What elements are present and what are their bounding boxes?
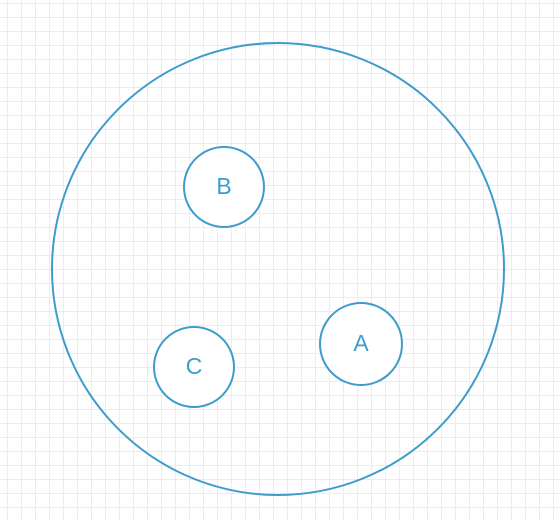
node-b: B [183,146,265,228]
node-a: A [319,302,403,386]
node-c-circle [153,326,235,408]
node-a-circle [319,302,403,386]
outer-circle [51,42,505,496]
node-b-label: B [216,173,231,199]
node-b-circle [183,146,265,228]
node-a-label: A [353,330,369,356]
node-c: C [153,326,235,408]
node-c-label: C [186,353,203,379]
